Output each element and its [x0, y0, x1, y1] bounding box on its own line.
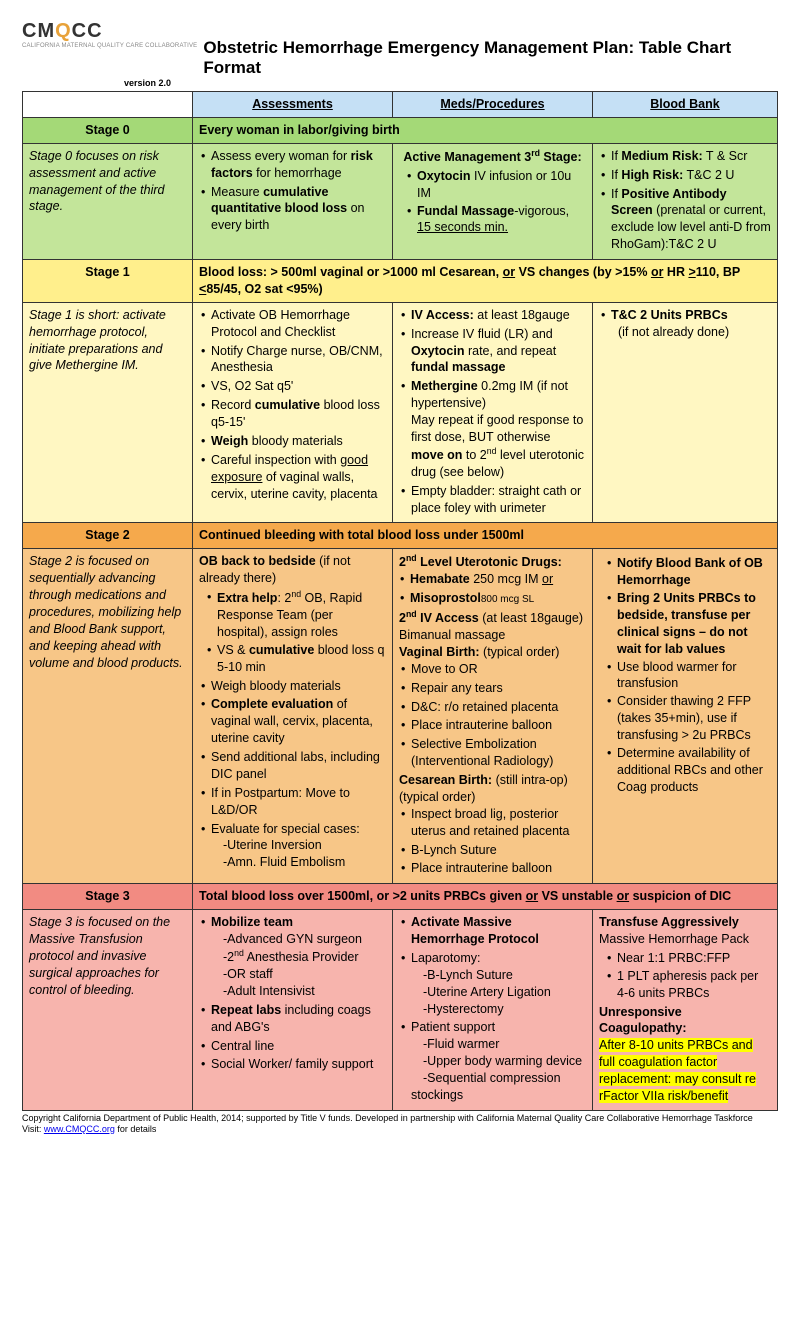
list-item: Oxytocin IV infusion or 10u IM	[407, 168, 586, 202]
stage1-meds: IV Access: at least 18gauge Increase IV f…	[393, 302, 593, 523]
stage3-label: Stage 3	[23, 884, 193, 910]
stage0-title-row: Stage 0 Every woman in labor/giving birt…	[23, 117, 778, 143]
list-item: Consider thawing 2 FFP (takes 35+min), u…	[607, 693, 771, 744]
page: CMQCC CALIFORNIA MATERNAL QUALITY CARE C…	[0, 0, 800, 1142]
list-item: Measure cumulative quantitative blood lo…	[201, 184, 386, 235]
stage2-blood: Notify Blood Bank of OB HemorrhageBring …	[593, 549, 778, 884]
list-item: T&C 2 Units PRBCs (if not already done)	[601, 307, 771, 341]
list-item: Fundal Massage-vigorous, 15 seconds min.	[407, 203, 586, 237]
stage3-blood: Transfuse AggressivelyMassive Hemorrhage…	[593, 910, 778, 1111]
list-item: Notify Charge nurse, OB/CNM, Anesthesia	[201, 343, 386, 377]
list-item: If Positive Antibody Screen (prenatal or…	[601, 186, 771, 254]
stage3-title: Total blood loss over 1500ml, or >2 unit…	[193, 884, 778, 910]
meds-head: Active Management 3rd Stage:	[403, 150, 581, 164]
list-item: If High Risk: T&C 2 U	[601, 167, 771, 184]
footer-post: for details	[115, 1124, 157, 1134]
list-item: Methergine 0.2mg IM (if not hypertensive…	[401, 378, 586, 480]
logo-q: Q	[55, 20, 72, 42]
stage0-title: Every woman in labor/giving birth	[193, 117, 778, 143]
list-item: Weigh bloody materials	[201, 433, 386, 450]
doc-title: Obstetric Hemorrhage Emergency Managemen…	[203, 38, 731, 77]
list-item: If Medium Risk: T & Scr	[601, 148, 771, 165]
logo-subtitle: CALIFORNIA MATERNAL QUALITY CARE COLLABO…	[22, 43, 197, 49]
stage0-meds: Active Management 3rd Stage: Oxytocin IV…	[393, 143, 593, 259]
stage0-blood: If Medium Risk: T & Scr If High Risk: T&C…	[593, 143, 778, 259]
stage2-desc: Stage 2 is focused on sequentially advan…	[23, 549, 193, 884]
header-row: Assessments Meds/Procedures Blood Bank	[23, 92, 778, 118]
stage3-assess: Mobilize team-Advanced GYN surgeon-2nd A…	[193, 910, 393, 1111]
col-blood: Blood Bank	[593, 92, 778, 118]
logo-post: CC	[72, 20, 103, 42]
stage1-blood: T&C 2 Units PRBCs (if not already done)	[593, 302, 778, 523]
list-item: VS, O2 Sat q5'	[201, 378, 386, 395]
stage0-assess: Assess every woman for risk factors for …	[193, 143, 393, 259]
list-item: IV Access: at least 18gauge	[401, 307, 586, 324]
version-label: version 2.0	[124, 78, 778, 88]
list-item: Increase IV fluid (LR) and Oxytocin rate…	[401, 326, 586, 377]
stage2-meds: 2nd Level Uterotonic Drugs:Hemabate 250 …	[393, 549, 593, 884]
list-item: Bring 2 Units PRBCs to bedside, transfus…	[607, 590, 771, 658]
col-assessments: Assessments	[193, 92, 393, 118]
stage1-body-row: Stage 1 is short: activate hemorrhage pr…	[23, 302, 778, 523]
stage1-desc: Stage 1 is short: activate hemorrhage pr…	[23, 302, 193, 523]
stage0-desc: Stage 0 focuses on risk assessment and a…	[23, 143, 193, 259]
list-item: Use blood warmer for transfusion	[607, 659, 771, 693]
list-item: Activate OB Hemorrhage Protocol and Chec…	[201, 307, 386, 341]
list-item: Careful inspection with good exposure of…	[201, 452, 386, 503]
list-item: Assess every woman for risk factors for …	[201, 148, 386, 182]
stage1-label: Stage 1	[23, 260, 193, 303]
main-table: Assessments Meds/Procedures Blood Bank S…	[22, 91, 778, 1111]
logo: CMQCC	[22, 20, 197, 43]
stage2-assess: OB back to bedside (if not already there…	[193, 549, 393, 884]
header-row: CMQCC CALIFORNIA MATERNAL QUALITY CARE C…	[22, 20, 778, 78]
stage1-title: Blood loss: > 500ml vaginal or >1000 ml …	[193, 260, 778, 303]
stage0-body-row: Stage 0 focuses on risk assessment and a…	[23, 143, 778, 259]
stage2-title: Continued bleeding with total blood loss…	[193, 523, 778, 549]
logo-pre: CM	[22, 20, 55, 42]
footer: Copyright California Department of Publi…	[22, 1113, 778, 1135]
list-item: Notify Blood Bank of OB Hemorrhage	[607, 555, 771, 589]
stage3-meds: Activate Massive Hemorrhage ProtocolLapa…	[393, 910, 593, 1111]
stage3-body-row: Stage 3 is focused on the Massive Transf…	[23, 910, 778, 1111]
list-item: Record cumulative blood loss q5-15'	[201, 397, 386, 431]
stage1-title-row: Stage 1 Blood loss: > 500ml vaginal or >…	[23, 260, 778, 303]
stage1-assess: Activate OB Hemorrhage Protocol and Chec…	[193, 302, 393, 523]
footer-copyright: Copyright California Department of Publi…	[22, 1113, 753, 1123]
stage2-body-row: Stage 2 is focused on sequentially advan…	[23, 549, 778, 884]
list-item: Determine availability of additional RBC…	[607, 745, 771, 796]
stage3-desc: Stage 3 is focused on the Massive Transf…	[23, 910, 193, 1111]
footer-link[interactable]: www.CMQCC.org	[44, 1124, 115, 1134]
col-meds: Meds/Procedures	[393, 92, 593, 118]
stage3-title-row: Stage 3 Total blood loss over 1500ml, or…	[23, 884, 778, 910]
blank-header	[23, 92, 193, 118]
footer-visit: Visit:	[22, 1124, 44, 1134]
list-item: Empty bladder: straight cath or place fo…	[401, 483, 586, 517]
title-block: Obstetric Hemorrhage Emergency Managemen…	[203, 20, 778, 78]
stage2-label: Stage 2	[23, 523, 193, 549]
stage2-title-row: Stage 2 Continued bleeding with total bl…	[23, 523, 778, 549]
stage0-label: Stage 0	[23, 117, 193, 143]
logo-block: CMQCC CALIFORNIA MATERNAL QUALITY CARE C…	[22, 20, 197, 49]
